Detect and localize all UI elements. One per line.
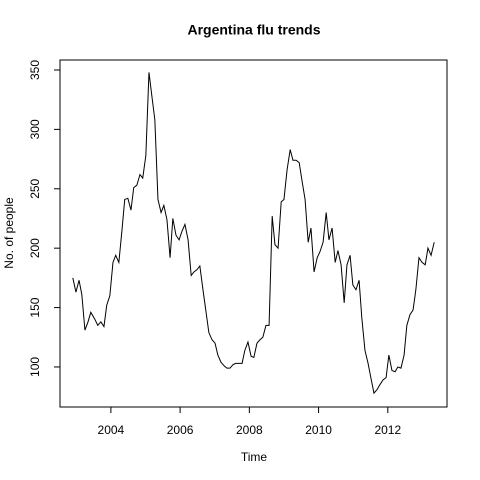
x-tick-label: 2004 [98, 423, 125, 437]
y-tick-label: 250 [28, 178, 42, 198]
y-tick-label: 100 [28, 357, 42, 377]
x-tick-label: 2008 [236, 423, 263, 437]
y-tick-label: 200 [28, 238, 42, 258]
chart-title: Argentina flu trends [187, 22, 320, 38]
x-tick-label: 2010 [305, 423, 332, 437]
plot-frame [59, 59, 448, 408]
x-tick-label: 2006 [167, 423, 194, 437]
x-tick-label: 2012 [374, 423, 401, 437]
y-tick-label: 350 [28, 60, 42, 80]
series-line [72, 72, 435, 395]
x-axis-label: Time [241, 450, 268, 464]
y-tick-label: 150 [28, 297, 42, 317]
y-tick-label: 300 [28, 119, 42, 139]
y-axis-label: No. of people [2, 197, 16, 269]
